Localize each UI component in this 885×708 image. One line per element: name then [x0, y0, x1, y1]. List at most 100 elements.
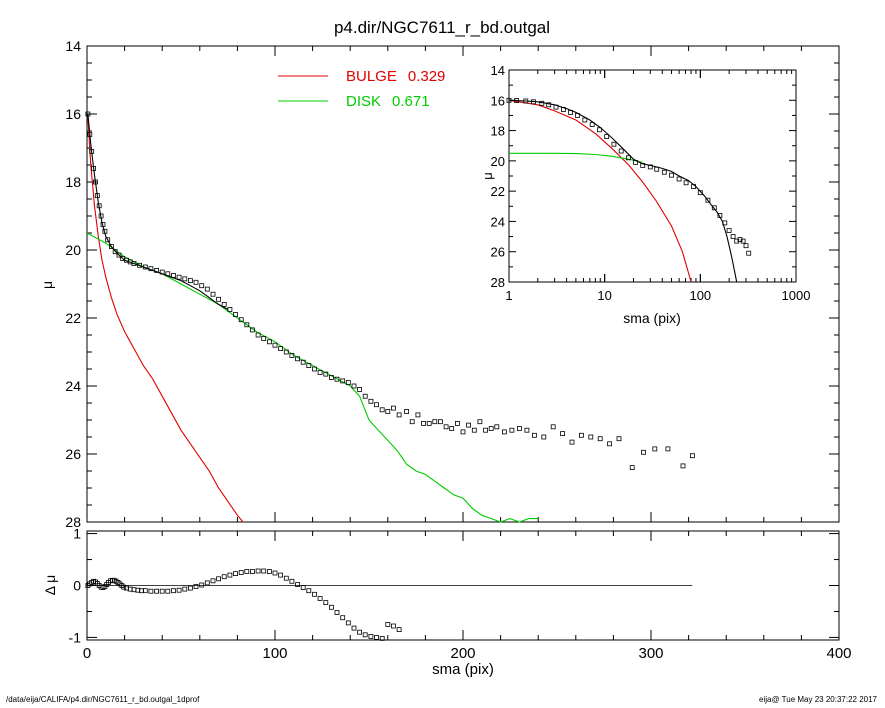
inset-observed-point	[717, 212, 723, 218]
main-observed-point	[261, 335, 267, 341]
residual-residual-point	[300, 585, 306, 590]
residual-residual-point	[328, 604, 334, 610]
legend: BULGE 0.329 DISK 0.671	[278, 68, 445, 110]
inset-observed-point	[711, 205, 717, 211]
residual-residual-point	[255, 568, 261, 574]
inset-observed-point	[737, 237, 743, 243]
residual-residual-point	[238, 570, 244, 575]
residual-x-tick-label: 100	[262, 645, 287, 662]
inset-y-tick-label: 16	[491, 93, 505, 108]
main-observed-point	[460, 429, 466, 435]
residual-residual-point	[283, 575, 289, 581]
residual-residual-point	[171, 588, 176, 594]
residual-residual-point	[148, 588, 154, 594]
main-observed-point	[541, 434, 547, 440]
residual-x-tick-label: 400	[826, 645, 851, 662]
main-observed-point	[171, 273, 176, 278]
inset-y-tick-label: 20	[491, 154, 505, 169]
main-observed-point	[193, 279, 199, 285]
residual-residual-point	[216, 576, 222, 582]
main-observed-point	[142, 264, 148, 270]
residual-residual-point	[340, 615, 346, 621]
inset-series	[506, 97, 752, 283]
residual-residual-point	[351, 625, 357, 631]
inset-observed-point	[531, 99, 536, 105]
main-observed-point	[488, 426, 494, 431]
residual-residual-point	[165, 588, 171, 594]
residual-residual-point	[154, 588, 160, 594]
main-observed-point	[112, 249, 118, 255]
inset-axes: 14 16 18 20 22 24 26 281 10 100 1000	[491, 63, 811, 303]
main-observed-point	[159, 269, 165, 275]
inset-observed-point	[633, 159, 638, 165]
main-y-tick-label: 26	[65, 446, 81, 462]
residual-series	[85, 568, 402, 641]
residual-residual-point	[266, 569, 272, 574]
residual-residual-point	[142, 588, 148, 594]
main-observed-point	[105, 237, 111, 243]
main-observed-point	[244, 322, 250, 328]
main-observed-point	[148, 266, 154, 272]
inset-x-tick-label: 1000	[782, 288, 811, 303]
main-observed-point	[91, 165, 96, 171]
main-observed-point	[199, 283, 205, 289]
main-observed-point	[351, 383, 357, 389]
residual-residual-point	[244, 569, 250, 574]
residual-x-axis-label: sma (pix)	[432, 661, 494, 678]
main-observed-point	[550, 424, 556, 430]
main-observed-point	[116, 252, 122, 258]
inset-observed-point	[597, 127, 602, 133]
main-observed-point	[409, 419, 415, 425]
main-observed-point	[328, 375, 334, 380]
residual-residual-point	[221, 574, 227, 580]
residual-residual-point	[131, 587, 137, 593]
main-observed-point	[471, 427, 477, 433]
inset-observed-point	[611, 141, 617, 147]
main-observed-point	[579, 432, 584, 438]
inset-observed-point	[726, 228, 732, 233]
residual-residual-point	[289, 578, 295, 584]
main-observed-point	[404, 409, 410, 414]
main-observed-point	[532, 432, 537, 438]
main-observed-point	[641, 449, 646, 455]
main-y-tick-label: 18	[65, 174, 81, 190]
residual-residual-point	[295, 582, 301, 587]
inset-y-tick-label: 14	[491, 63, 505, 78]
inset-observed-point	[669, 172, 674, 178]
main-observed-point	[517, 426, 522, 431]
main-observed-point	[494, 424, 500, 430]
main-y-tick-label: 20	[65, 242, 81, 258]
residual-y-axis-label: Δ μ	[42, 575, 58, 596]
inset-y-tick-label: 18	[491, 124, 505, 139]
main-observed-point	[588, 434, 594, 440]
main-observed-point	[437, 419, 443, 425]
residual-residual-point	[379, 636, 385, 641]
inset-x-tick-label: 1	[505, 288, 512, 303]
main-observed-point	[415, 412, 421, 418]
main-observed-point	[334, 376, 340, 382]
inset-observed-point	[582, 117, 588, 123]
main-observed-point	[187, 278, 193, 284]
main-observed-point	[477, 419, 483, 425]
inset-observed-point	[697, 190, 703, 196]
residual-residual-point	[345, 620, 351, 626]
main-observed-point	[266, 339, 272, 345]
main-y-tick-label: 16	[65, 106, 81, 122]
main-observed-point	[629, 465, 635, 471]
main-observed-point	[96, 203, 102, 209]
inset-observed-point	[604, 134, 610, 140]
legend-disk-fraction: 0.671	[392, 93, 430, 110]
main-observed-point	[289, 352, 295, 358]
residual-residual-point	[396, 627, 402, 632]
main-bulge-line	[87, 117, 244, 523]
main-observed-point	[443, 424, 449, 430]
main-observed-point	[652, 446, 658, 452]
main-y-axis-label: μ	[39, 281, 55, 289]
main-observed-point	[501, 429, 507, 435]
inset-observed-point	[539, 100, 545, 106]
main-observed-point	[100, 222, 106, 227]
legend-disk-label: DISK	[346, 93, 381, 110]
main-observed-point	[176, 274, 182, 280]
inset-bulge-line	[508, 99, 692, 283]
